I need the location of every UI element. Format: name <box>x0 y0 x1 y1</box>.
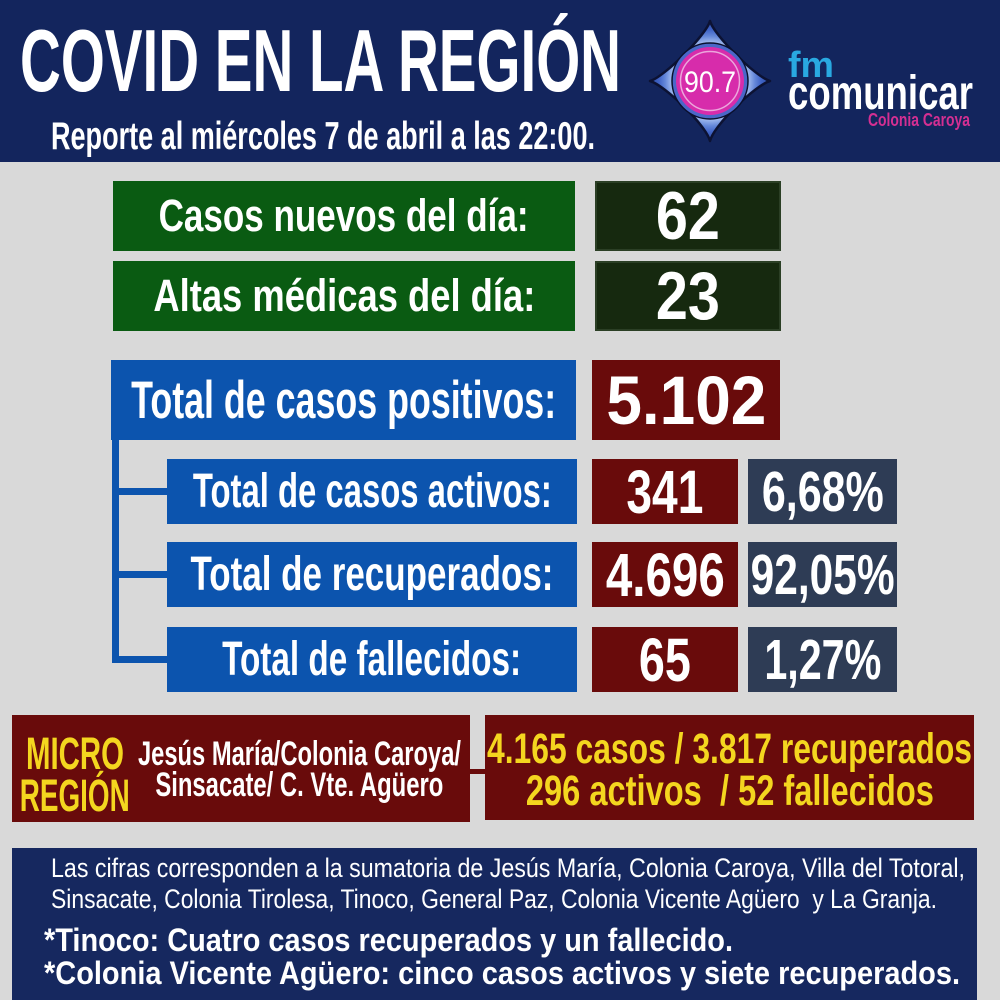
micro-title-line2-text: REGIÓN <box>20 770 130 821</box>
totals-rows-1-label-text: Total de recuperados: <box>190 548 554 601</box>
totals-main-value-text: 5.102 <box>605 361 766 439</box>
footer-note-line1-text: Las cifras corresponden a la sumatoria d… <box>51 853 965 883</box>
deceased-percent: 1,27% <box>748 627 897 692</box>
total-positives-label: Total de casos positivos: <box>111 360 576 440</box>
footer-footnote2-text: *Colonia Vicente Agüero: cinco casos act… <box>44 955 960 991</box>
totals-main-label-text: Total de casos positivos: <box>131 370 556 430</box>
micro-title-line1-text: MICRO <box>26 728 125 779</box>
daily-1-value-text: 23 <box>655 258 720 334</box>
recovered-percent: 92,05% <box>748 542 897 607</box>
frequency-text: 90.7 <box>684 66 736 99</box>
footer-footnote1-text: *Tinoco: Cuatro casos recuperados y un f… <box>44 922 733 958</box>
micro-region-title: MICRO REGIÓN <box>14 728 136 821</box>
logo-inner-ring <box>679 50 741 112</box>
micro-stats-line1-text: 4.165 casos / 3.817 recuperados <box>487 725 973 773</box>
daily-0-value-text: 62 <box>655 178 720 254</box>
footnote-tinoco: *Tinoco: Cuatro casos recuperados y un f… <box>44 924 977 957</box>
discharges-label: Altas médicas del día: <box>113 261 575 331</box>
header-subtitle-text: Reporte al miércoles 7 de abril a las 22… <box>51 115 595 158</box>
recovered-value: 4.696 <box>592 540 738 609</box>
totals-rows-2-value-text: 65 <box>638 625 691 694</box>
deceased-label: Total de fallecidos: <box>167 627 577 692</box>
report-subtitle: Reporte al miércoles 7 de abril a las 22… <box>51 113 599 161</box>
active-cases-percent: 6,68% <box>748 459 897 524</box>
bracket-vertical-line <box>112 437 119 663</box>
micro-region-stats: 4.165 casos / 3.817 recuperados 296 acti… <box>485 725 974 815</box>
header-logo-name-text: comunicar <box>788 66 973 120</box>
logo-disc <box>676 47 744 115</box>
totals-rows-2-pct-text: 1,27% <box>764 627 881 692</box>
new-cases-value: 62 <box>595 178 781 254</box>
comunicar-wordmark: comunicar <box>788 67 978 120</box>
micro-places-line2-text: Sinsacate/ C. Vte. Agüero <box>155 766 444 804</box>
totals-rows-0-pct-text: 6,68% <box>761 459 884 524</box>
discharges-value: 23 <box>595 258 781 334</box>
bracket-stub-1 <box>112 488 167 495</box>
totals-rows-0-label-text: Total de casos activos: <box>192 465 552 518</box>
totals-rows-1-pct-text: 92,05% <box>750 542 895 607</box>
micro-region-places: Jesús María/Colonia Caroya/ Sinsacate/ C… <box>135 735 463 804</box>
totals-rows-0-value-text: 341 <box>626 457 704 526</box>
header-band: COVID EN LA REGIÓN Reporte al miércoles … <box>0 0 1000 162</box>
micro-region-connector <box>468 769 487 774</box>
header-title-text: COVID EN LA REGIÓN <box>20 11 621 110</box>
header-logo-fm-text: fm <box>788 44 834 85</box>
daily-0-label-text: Casos nuevos del día: <box>159 190 530 241</box>
totals-rows-2-label-text: Total de fallecidos: <box>222 633 522 686</box>
total-positives-value: 5.102 <box>592 360 780 440</box>
micro-stats-line2-text: 296 activos / 52 fallecidos <box>525 767 934 815</box>
footer-note: Las cifras corresponden a la sumatoria d… <box>51 853 977 915</box>
compass-star-icon: 90.7 <box>648 19 772 143</box>
footer-note-line2-text: Sinsacate, Colonia Tirolesa, Tinoco, Gen… <box>51 884 937 914</box>
daily-1-label-text: Altas médicas del día: <box>153 270 535 321</box>
colonia-caroya-wordmark: Colonia Caroya <box>868 110 972 130</box>
footnote-vicente-aguero: *Colonia Vicente Agüero: cinco casos act… <box>44 957 977 990</box>
active-cases-label: Total de casos activos: <box>167 459 577 524</box>
new-cases-label: Casos nuevos del día: <box>113 181 575 251</box>
fm-wordmark: fm <box>788 44 848 85</box>
micro-region-box <box>12 715 470 822</box>
micro-region-stats-box <box>485 715 974 820</box>
radio-star-logo: 90.7 <box>648 19 772 143</box>
bracket-stub-2 <box>112 571 167 578</box>
bracket-stub-3 <box>112 656 167 663</box>
active-cases-value: 341 <box>592 457 738 526</box>
totals-rows-1-value-text: 4.696 <box>605 540 725 609</box>
recovered-label: Total de recuperados: <box>167 542 577 607</box>
deceased-value: 65 <box>592 625 738 694</box>
page-title: COVID EN LA REGIÓN <box>20 9 624 113</box>
footer-box <box>12 848 977 1000</box>
micro-places-line1-text: Jesús María/Colonia Caroya/ <box>137 735 461 773</box>
header-logo-city-text: Colonia Caroya <box>868 109 970 130</box>
